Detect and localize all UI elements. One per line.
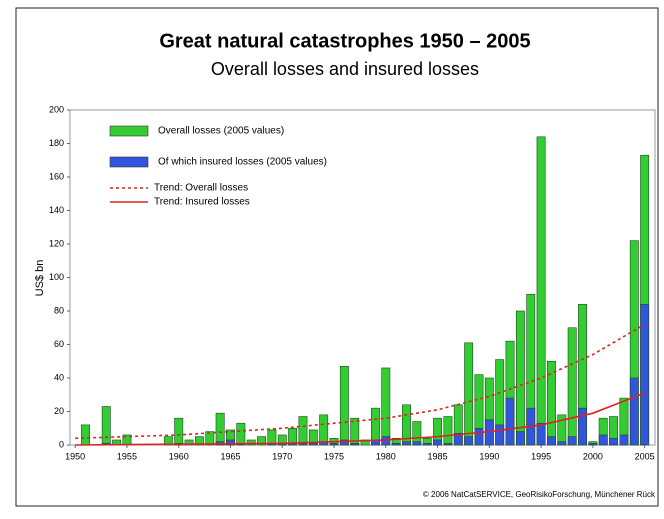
legend-swatch [109, 125, 149, 137]
bar [453, 432, 463, 446]
bar [464, 342, 474, 446]
bar [609, 437, 619, 446]
chart-title: Great natural catastrophes 1950 – 2005 [159, 30, 530, 52]
x-tick-label: 2000 [583, 451, 603, 461]
bar [350, 443, 360, 446]
bar [588, 443, 598, 446]
legend-label: Trend: Insured losses [154, 197, 250, 208]
bar [329, 443, 339, 446]
bar [174, 417, 184, 446]
bar [629, 377, 639, 446]
bar [515, 431, 525, 446]
bar [567, 327, 577, 446]
x-tick-label: 1990 [479, 451, 499, 461]
x-tick-label: 1965 [220, 451, 240, 461]
bar [412, 441, 422, 446]
bar [339, 365, 349, 446]
bar [339, 439, 349, 446]
y-tick-label: 0 [59, 439, 64, 449]
x-tick-label: 1985 [428, 451, 448, 461]
legend-label: Overall losses (2005 values) [158, 126, 284, 137]
bar [298, 416, 308, 446]
bar [578, 407, 587, 446]
bar [226, 439, 235, 446]
x-tick-label: 1950 [65, 451, 85, 461]
y-axis-label: US$ bn [34, 260, 46, 297]
bar [391, 443, 401, 446]
y-tick-label: 20 [54, 406, 64, 416]
y-tick-label: 160 [49, 171, 64, 181]
y-tick-label: 200 [49, 104, 64, 114]
bar [619, 434, 629, 446]
y-tick-label: 80 [54, 305, 64, 315]
x-tick-label: 1955 [117, 451, 137, 461]
bar [81, 424, 90, 446]
bar [308, 443, 318, 446]
bar [433, 439, 443, 446]
bar [557, 441, 567, 446]
bar [194, 436, 204, 446]
bar [536, 136, 546, 446]
bar [246, 439, 256, 446]
chart-subtitle: Overall losses and insured losses [211, 59, 479, 79]
legend-swatch [109, 156, 149, 168]
bar [495, 424, 505, 446]
bar [505, 397, 515, 446]
bar [515, 310, 525, 446]
bar [184, 439, 194, 446]
bar [640, 303, 650, 446]
bar [567, 436, 577, 446]
x-tick-label: 1980 [376, 451, 396, 461]
y-tick-label: 60 [54, 339, 64, 349]
bar [474, 427, 484, 446]
bar [257, 436, 266, 446]
bar [381, 367, 391, 446]
legend-label: Of which insured losses (2005 values) [158, 157, 327, 168]
bar [319, 414, 329, 446]
legend-label: Trend: Overall losses [154, 183, 248, 194]
trend-line [75, 392, 645, 446]
bar [443, 416, 453, 446]
y-tick-label: 180 [49, 138, 64, 148]
x-tick-label: 1970 [272, 451, 292, 461]
y-tick-label: 140 [49, 205, 64, 215]
bar [464, 436, 474, 446]
x-tick-label: 1975 [324, 451, 344, 461]
bar [547, 436, 556, 446]
bar [422, 443, 432, 446]
trend-line [75, 323, 646, 440]
y-tick-label: 100 [49, 272, 64, 282]
bar [236, 422, 246, 446]
bar [536, 422, 546, 446]
y-tick-label: 40 [54, 372, 64, 382]
x-tick-label: 1960 [169, 451, 189, 461]
bar [101, 406, 111, 446]
bar [402, 441, 411, 446]
bar [598, 434, 608, 446]
y-tick-label: 120 [49, 238, 64, 248]
bar [215, 412, 225, 446]
x-tick-label: 1995 [531, 451, 551, 461]
source: © 2006 NatCatSERVICE, GeoRisikoForschung… [423, 490, 656, 499]
bar [443, 443, 453, 446]
bar [298, 443, 308, 446]
x-tick-label: 2005 [635, 451, 655, 461]
bar [205, 431, 215, 446]
